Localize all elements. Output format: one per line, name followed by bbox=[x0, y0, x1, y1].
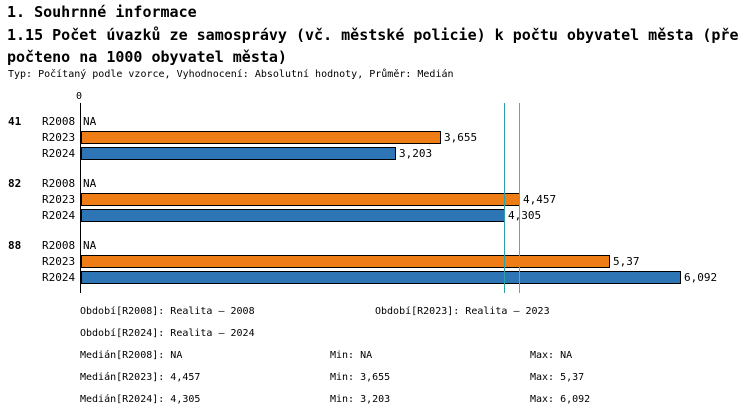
series-label: R2008 bbox=[42, 177, 76, 190]
bar-value-label: 4,305 bbox=[508, 209, 542, 222]
series-label: R2023 bbox=[42, 193, 76, 206]
legend-median-r2008: Medián[R2008]: NA bbox=[80, 350, 183, 361]
bar-value-label: 3,203 bbox=[399, 147, 433, 160]
bar-r2023-41 bbox=[81, 131, 441, 144]
bar-r2024-41 bbox=[81, 147, 396, 160]
median-line-r2024 bbox=[504, 103, 505, 293]
na-label: NA bbox=[83, 115, 97, 128]
series-label: R2008 bbox=[42, 115, 76, 128]
bar-value-label: 6,092 bbox=[684, 271, 718, 284]
legend-min-r2008: Min: NA bbox=[330, 350, 373, 361]
bar-value-label: 4,457 bbox=[523, 193, 557, 206]
legend-max-r2023: Max: 5,37 bbox=[530, 372, 585, 383]
group-label: 82 bbox=[8, 177, 22, 190]
bar-value-label: 5,37 bbox=[613, 255, 640, 268]
legend-period-r2024: Období[R2024]: Realita – 2024 bbox=[80, 328, 255, 339]
legend-max-r2024: Max: 6,092 bbox=[530, 394, 591, 405]
legend-min-r2023: Min: 3,655 bbox=[330, 372, 391, 383]
group-label: 88 bbox=[8, 239, 22, 252]
series-label: R2023 bbox=[42, 255, 76, 268]
legend-min-r2024: Min: 3,203 bbox=[330, 394, 391, 405]
series-label: R2024 bbox=[42, 147, 76, 160]
bar-r2023-82 bbox=[81, 193, 520, 206]
bar-r2024-88 bbox=[81, 271, 681, 284]
section-title: 1. Souhrnné informace bbox=[7, 3, 197, 21]
chart-meta-line: Typ: Počítaný podle vzorce, Vyhodnocení:… bbox=[8, 69, 454, 80]
series-label: R2024 bbox=[42, 209, 76, 222]
series-label: R2008 bbox=[42, 239, 76, 252]
na-label: NA bbox=[83, 239, 97, 252]
bar-value-label: 3,655 bbox=[444, 131, 478, 144]
legend-max-r2008: Max: NA bbox=[530, 350, 573, 361]
y-axis-line bbox=[80, 103, 81, 293]
bar-r2023-88 bbox=[81, 255, 610, 268]
legend-period-r2023: Období[R2023]: Realita – 2023 bbox=[375, 306, 550, 317]
indicator-title: 1.15 Počet úvazků ze samosprávy (vč. měs… bbox=[7, 26, 739, 66]
series-label: R2024 bbox=[42, 271, 76, 284]
median-line-r2023 bbox=[519, 103, 520, 293]
legend-median-r2024: Medián[R2024]: 4,305 bbox=[80, 394, 201, 405]
group-label: 41 bbox=[8, 115, 22, 128]
series-label: R2023 bbox=[42, 131, 76, 144]
bar-r2024-82 bbox=[81, 209, 505, 222]
x-axis-origin-label: 0 bbox=[76, 91, 83, 102]
legend-period-r2008: Období[R2008]: Realita – 2008 bbox=[80, 306, 255, 317]
legend-median-r2023: Medián[R2023]: 4,457 bbox=[80, 372, 201, 383]
na-label: NA bbox=[83, 177, 97, 190]
